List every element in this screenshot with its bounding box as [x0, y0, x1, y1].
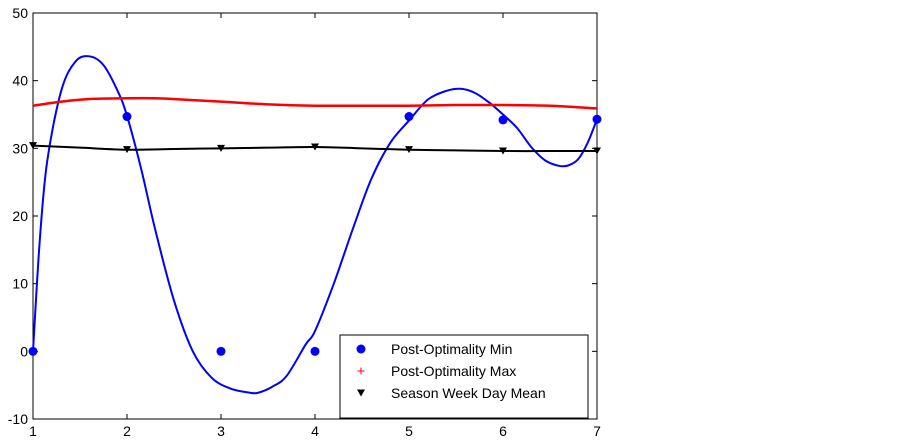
data-point [123, 146, 131, 154]
legend-marker [357, 389, 365, 397]
data-point [122, 112, 132, 122]
legend-marker [357, 367, 365, 375]
data-point [498, 115, 508, 125]
y-tick-label: 50 [12, 5, 28, 21]
legend-marker [356, 344, 366, 354]
x-tick-label: 4 [311, 423, 319, 439]
data-point [404, 112, 414, 122]
data-point [405, 146, 413, 154]
series-post-optimality-min [28, 55, 602, 395]
axes: 1 2 3 4 5 6 7 -10 0 10 20 30 40 50 [8, 5, 601, 439]
legend-label: Season Week Day Mean [391, 385, 546, 401]
legend: Post-Optimality Min Post-Optimality Max Se… [339, 334, 589, 419]
data-point [29, 142, 37, 150]
x-tick-label: 2 [123, 423, 131, 439]
series-layer [28, 55, 602, 395]
y-tick-label: 20 [12, 208, 28, 224]
x-tick-label: 1 [29, 423, 37, 439]
y-tick-label: 0 [20, 343, 28, 359]
series-season-week-day-mean [29, 142, 601, 155]
data-point [217, 144, 225, 152]
x-tick-label: 5 [405, 423, 413, 439]
legend-label: Post-Optimality Min [391, 341, 512, 357]
data-point [310, 346, 320, 356]
data-point [592, 114, 602, 124]
x-tick-label: 7 [593, 423, 601, 439]
data-point [216, 346, 226, 356]
series-line [32, 96, 598, 110]
data-point [593, 147, 601, 155]
y-tick-label: 30 [12, 140, 28, 156]
x-tick-label: 6 [499, 423, 507, 439]
legend-label: Post-Optimality Max [391, 363, 516, 379]
y-tick-label: -10 [8, 411, 28, 427]
series-post-optimality-max [32, 96, 598, 110]
series-line [32, 55, 598, 395]
x-tick-label: 3 [217, 423, 225, 439]
data-point [28, 346, 38, 356]
data-point [499, 147, 507, 155]
legend-box [339, 334, 589, 419]
y-tick-label: 40 [12, 73, 28, 89]
data-point [311, 143, 319, 151]
y-tick-label: 10 [12, 276, 28, 292]
